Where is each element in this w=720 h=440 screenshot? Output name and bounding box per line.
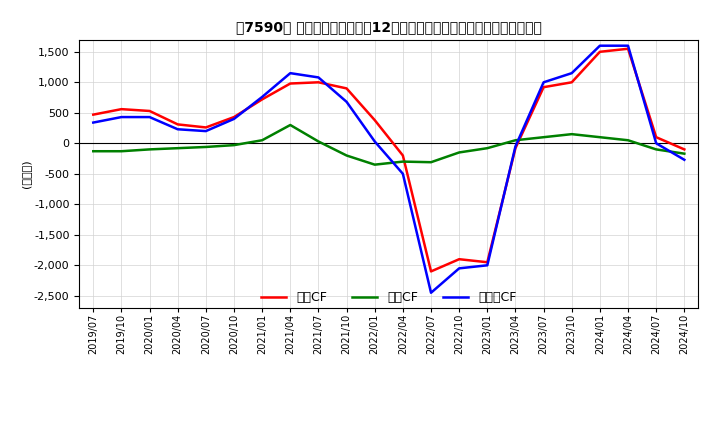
営業CF [427, 269, 436, 274]
投資CF [455, 150, 464, 155]
営業CF [511, 146, 520, 151]
投資CF [680, 151, 688, 156]
営業CF [652, 135, 660, 140]
フリーCF [314, 75, 323, 80]
フリーCF [286, 70, 294, 76]
フリーCF [370, 139, 379, 144]
営業CF [399, 153, 408, 158]
Line: 営業CF: 営業CF [94, 49, 684, 271]
営業CF [370, 117, 379, 123]
フリーCF [511, 144, 520, 149]
フリーCF [117, 114, 126, 120]
投資CF [174, 146, 182, 151]
投資CF [624, 138, 632, 143]
投資CF [258, 138, 266, 143]
フリーCF [230, 116, 238, 121]
投資CF [652, 147, 660, 152]
営業CF [595, 49, 604, 55]
営業CF [539, 84, 548, 90]
投資CF [427, 160, 436, 165]
フリーCF [624, 43, 632, 48]
営業CF [258, 97, 266, 102]
フリーCF [595, 43, 604, 48]
営業CF [117, 106, 126, 112]
フリーCF [202, 128, 210, 134]
フリーCF [145, 114, 154, 120]
投資CF [399, 159, 408, 164]
営業CF [455, 257, 464, 262]
投資CF [202, 144, 210, 150]
Title: 【7590】 キャッシュフローの12か月移動合計の対前年同期増減額の推移: 【7590】 キャッシュフローの12か月移動合計の対前年同期増減額の推移 [236, 20, 541, 34]
営業CF [202, 125, 210, 130]
Legend: 営業CF, 投資CF, フリーCF: 営業CF, 投資CF, フリーCF [261, 291, 516, 304]
投資CF [286, 122, 294, 128]
Y-axis label: (百万円): (百万円) [21, 159, 31, 188]
フリーCF [680, 157, 688, 162]
フリーCF [427, 290, 436, 295]
投資CF [483, 146, 492, 151]
フリーCF [455, 266, 464, 271]
投資CF [342, 153, 351, 158]
営業CF [286, 81, 294, 86]
フリーCF [539, 80, 548, 85]
投資CF [511, 138, 520, 143]
投資CF [539, 135, 548, 140]
営業CF [89, 112, 98, 117]
投資CF [89, 149, 98, 154]
営業CF [342, 86, 351, 91]
営業CF [174, 122, 182, 127]
投資CF [145, 147, 154, 152]
営業CF [230, 114, 238, 120]
投資CF [314, 139, 323, 144]
営業CF [567, 80, 576, 85]
フリーCF [483, 263, 492, 268]
投資CF [230, 143, 238, 148]
営業CF [680, 147, 688, 152]
投資CF [117, 149, 126, 154]
フリーCF [258, 94, 266, 99]
フリーCF [567, 70, 576, 76]
フリーCF [399, 171, 408, 176]
営業CF [624, 46, 632, 51]
投資CF [370, 162, 379, 167]
Line: フリーCF: フリーCF [94, 46, 684, 293]
フリーCF [342, 99, 351, 104]
Line: 投資CF: 投資CF [94, 125, 684, 165]
営業CF [483, 260, 492, 265]
フリーCF [652, 141, 660, 146]
営業CF [145, 108, 154, 114]
フリーCF [89, 120, 98, 125]
フリーCF [174, 127, 182, 132]
営業CF [314, 80, 323, 85]
投資CF [595, 135, 604, 140]
投資CF [567, 132, 576, 137]
